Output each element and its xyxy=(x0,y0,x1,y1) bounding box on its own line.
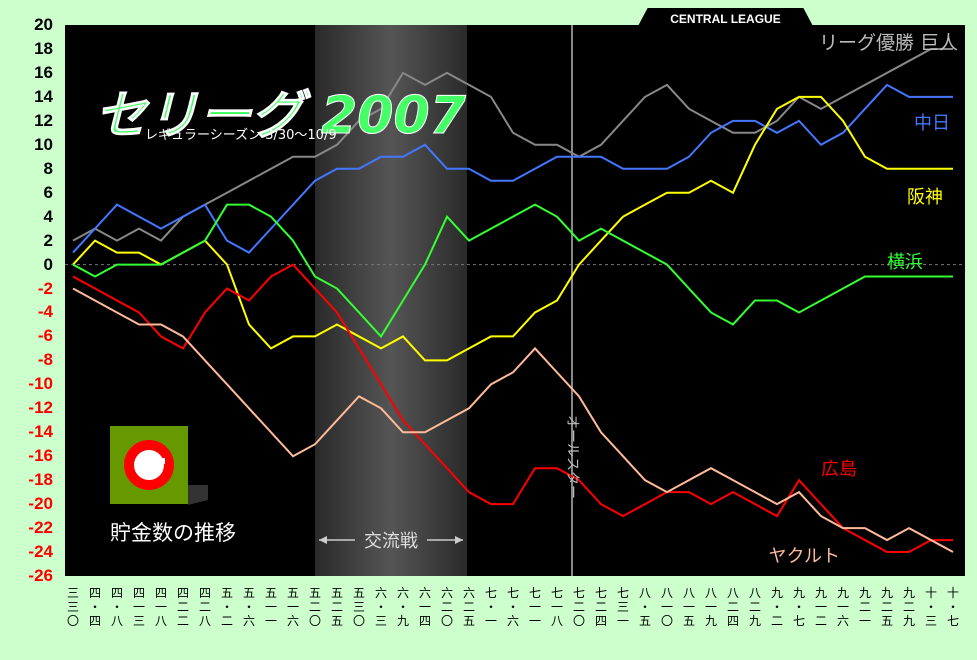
x-tick-label: 九一二 xyxy=(814,586,827,628)
y-tick-label: 6 xyxy=(43,182,53,202)
y-tick-label: 12 xyxy=(34,110,53,130)
y-tick-label: 16 xyxy=(34,62,53,82)
x-tick-label: 八一九 xyxy=(704,586,717,628)
y-tick-label: -24 xyxy=(28,542,53,562)
champion-note: リーグ優勝 巨人 xyxy=(819,32,958,54)
logo-shadow xyxy=(188,485,208,505)
x-tick-label: 七三一 xyxy=(616,586,629,628)
y-tick-label: -20 xyxy=(28,494,53,514)
y-tick-label: -26 xyxy=(28,566,53,585)
x-tick-label: 六一四 xyxy=(418,586,431,628)
carp-logo-mark xyxy=(151,458,165,464)
x-tick-label: 四・四 xyxy=(88,586,101,628)
x-tick-label: 四二八 xyxy=(198,586,211,628)
x-tick-label: 四一三 xyxy=(132,586,145,628)
x-tick-label: 五一一 xyxy=(264,586,277,628)
central-league-tab: CENTRAL LEAGUE xyxy=(637,8,814,28)
series-line-横浜 xyxy=(72,203,953,339)
chart-title: セリーグ 2007 xyxy=(95,86,467,146)
x-tick-label: 九二九 xyxy=(902,586,915,628)
y-tick-label: -2 xyxy=(37,278,53,298)
y-tick-label: -14 xyxy=(28,422,53,442)
team-label-横浜: 横浜 xyxy=(887,252,923,273)
x-tick-label: 七二〇 xyxy=(572,586,585,628)
y-tick-label: -18 xyxy=(28,470,53,490)
x-tick-label: 六二五 xyxy=(462,586,475,628)
x-tick-label: 十・三 xyxy=(924,586,937,628)
x-tick-label: 九・二 xyxy=(770,586,783,628)
x-tick-label: 九・七 xyxy=(792,586,805,628)
x-tick-label: 四二二 xyxy=(176,586,189,628)
x-tick-label: 七・一 xyxy=(484,586,497,628)
x-tick-label: 五・六 xyxy=(242,586,255,628)
y-tick-label: 18 xyxy=(34,38,53,58)
x-tick-label: 七一一 xyxy=(528,586,541,628)
x-tick-label: 九一六 xyxy=(836,586,849,628)
x-tick-label: 七一八 xyxy=(550,586,563,628)
x-tick-label: 七二四 xyxy=(594,586,607,628)
x-tick-label: 七・六 xyxy=(506,586,519,628)
x-tick-label: 九二一 xyxy=(858,586,871,628)
x-tick-label: 八一〇 xyxy=(660,586,673,628)
interleague-arrowhead-right xyxy=(455,536,463,544)
y-tick-label: -12 xyxy=(28,398,53,418)
x-tick-label: 五三〇 xyxy=(352,586,365,628)
x-tick-label: 六・三 xyxy=(374,586,387,628)
y-tick-label: 10 xyxy=(34,134,53,154)
team-label-中日: 中日 xyxy=(914,113,950,134)
y-tick-label: 4 xyxy=(43,206,53,226)
x-tick-label: 六・九 xyxy=(396,586,409,628)
y-tick-label: 0 xyxy=(43,254,53,274)
x-tick-label: 八二四 xyxy=(726,586,739,628)
y-tick-label: -6 xyxy=(37,326,53,346)
x-tick-label: 六二〇 xyxy=(440,586,453,628)
x-tick-label: 五二〇 xyxy=(308,586,321,628)
x-tick-label: 九二五 xyxy=(880,586,893,628)
team-label-ヤクルト: ヤクルト xyxy=(769,546,840,567)
y-tick-label: -22 xyxy=(28,518,53,538)
x-tick-label: 五一六 xyxy=(286,586,299,628)
y-tick-label: 14 xyxy=(34,86,53,106)
y-tick-label: -10 xyxy=(28,374,53,394)
series-line-広島 xyxy=(72,263,953,554)
chart-subtitle: レギュラーシーズン 3/30〜10/9 xyxy=(145,127,337,143)
y-tick-label: 8 xyxy=(43,158,53,178)
y-tick-label: -16 xyxy=(28,446,53,466)
y-tick-label: 20 xyxy=(34,15,53,34)
carp-logo-icon xyxy=(124,440,174,490)
allstar-label: オールスター xyxy=(564,415,580,499)
x-tick-label: 五・二 xyxy=(220,586,233,628)
y-description-label: 貯金数の推移 xyxy=(110,521,236,545)
x-tick-label: 四・八 xyxy=(110,586,123,628)
y-tick-label: 2 xyxy=(43,230,53,250)
team-label-阪神: 阪神 xyxy=(907,187,943,208)
y-tick-label: -4 xyxy=(37,302,53,322)
chart-plot-area: セリーグ 2007 レギュラーシーズン 3/30〜10/9 リーグ優勝 巨人中日阪神… xyxy=(65,25,965,576)
series-line-ヤクルト xyxy=(72,287,954,553)
x-tick-label: 五二五 xyxy=(330,586,343,628)
x-tick-label: 八・五 xyxy=(638,586,651,628)
interleague-label: 交流戦 xyxy=(364,531,418,552)
x-tick-label: 八二九 xyxy=(748,586,761,628)
x-tick-label: 四一八 xyxy=(154,586,167,628)
x-tick-label: 八一五 xyxy=(682,586,695,628)
y-tick-label: -8 xyxy=(37,350,53,370)
x-tick-label: 十・七 xyxy=(946,586,959,628)
team-label-広島: 広島 xyxy=(821,459,857,480)
interleague-band xyxy=(315,25,467,576)
interleague-arrowhead-left xyxy=(319,536,327,544)
x-tick-label: 三三〇 xyxy=(66,586,79,628)
